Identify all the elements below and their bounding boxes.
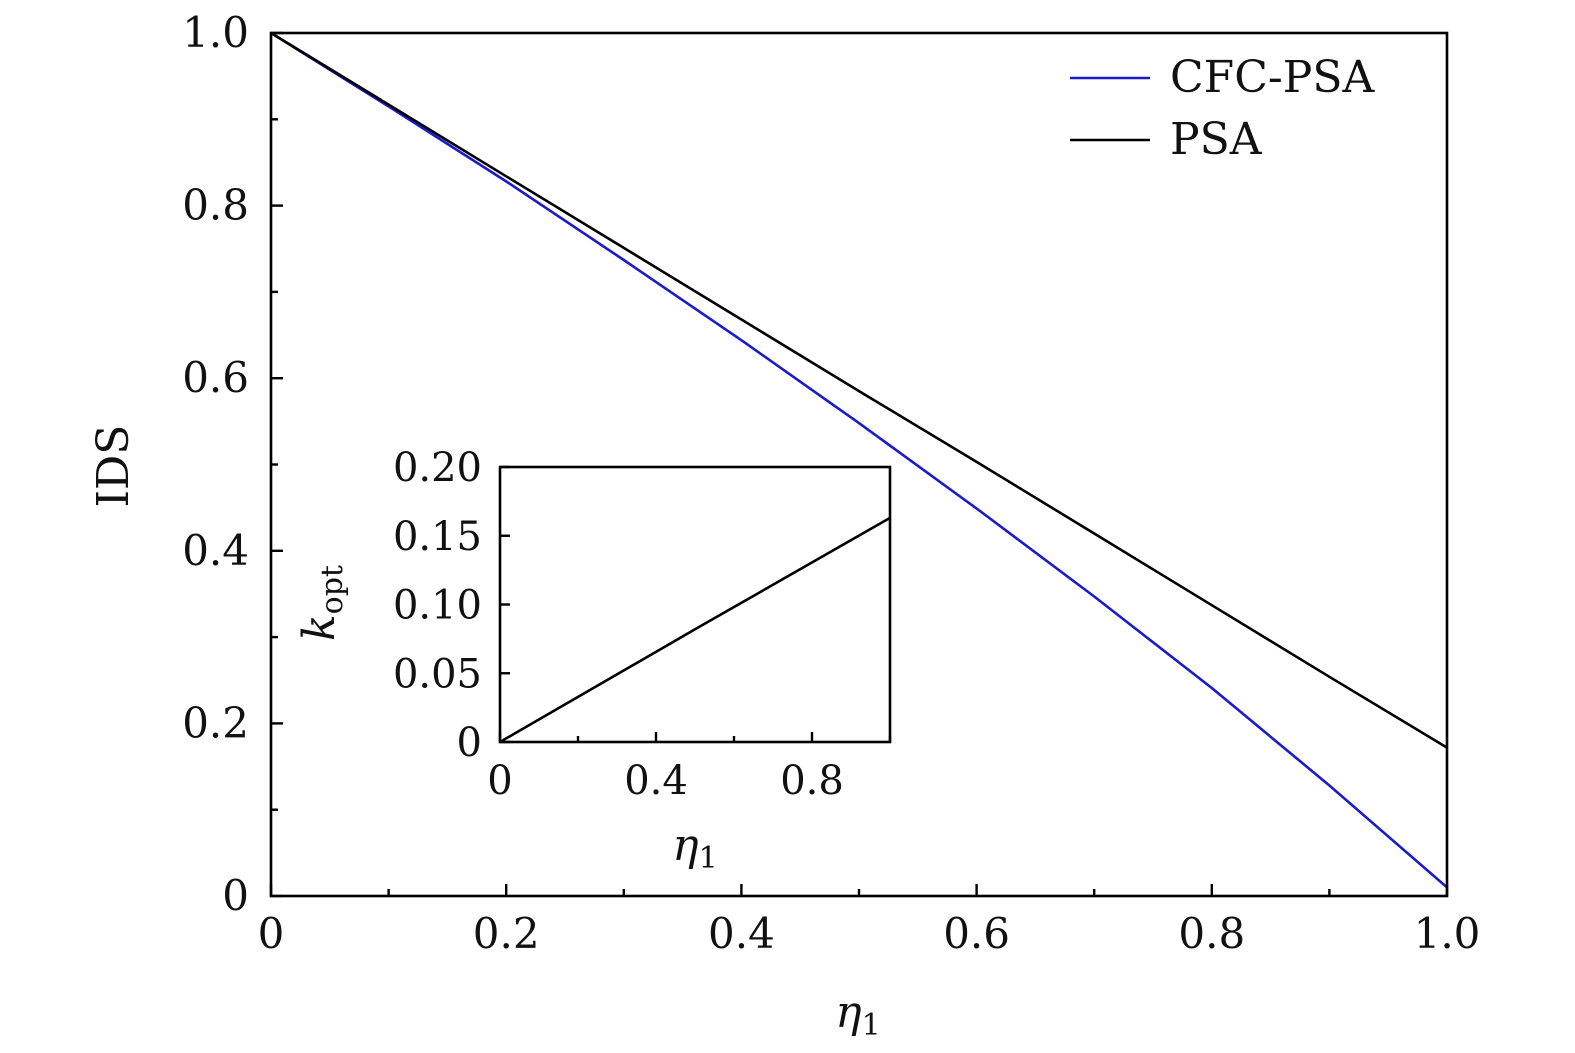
inset-y-tick-label: 0 xyxy=(457,720,482,766)
inset-y-tick-label: 0.05 xyxy=(393,651,482,697)
inset-background xyxy=(500,467,890,742)
main-x-tick-label: 0.2 xyxy=(473,909,540,958)
main-x-tick-label: 0.6 xyxy=(943,909,1010,958)
inset-x-tick-label: 0.8 xyxy=(780,758,844,804)
legend-label-psa: PSA xyxy=(1170,114,1263,165)
main-y-axis-title: IDS xyxy=(88,425,139,508)
main-series-layer xyxy=(270,31,1448,889)
inset-tick-labels-layer: 0 0.4 0.8 0 0.05 0.10 0.15 0.20 xyxy=(393,445,844,804)
main-y-tick-label: 0 xyxy=(222,871,249,920)
main-y-tick-label: 0.4 xyxy=(182,526,249,575)
main-tick-labels-layer: 0 0.2 0.4 0.6 0.8 1.0 0 0.2 0.4 0.6 0.8 1.0 xyxy=(182,8,1480,958)
main-y-tick-label: 0.6 xyxy=(182,353,249,402)
inset-x-axis-title: η1 xyxy=(672,820,717,876)
main-x-tick-label: 1.0 xyxy=(1414,909,1481,958)
main-series-line-psa xyxy=(270,31,1448,749)
main-series-line-cfc-psa xyxy=(270,31,1448,889)
legend-label-cfc-psa: CFC-PSA xyxy=(1170,52,1375,103)
inset-x-tick-label: 0.4 xyxy=(624,758,688,804)
inset-y-tick-label: 0.15 xyxy=(393,514,482,560)
inset-x-tick-label: 0 xyxy=(487,758,512,804)
inset-chart: 0 0.4 0.8 0 0.05 0.10 0.15 0.20 η1 kopt xyxy=(294,445,892,876)
main-ticks-layer xyxy=(269,31,1449,898)
inset-series-layer xyxy=(499,516,891,744)
inset-ticks-layer xyxy=(498,465,892,744)
inset-series-line-k-opt xyxy=(499,516,891,744)
main-y-tick-label: 0.2 xyxy=(182,698,249,747)
main-x-tick-label: 0.8 xyxy=(1178,909,1245,958)
main-x-axis-title: η1 xyxy=(835,987,880,1043)
main-y-tick-label: 0.8 xyxy=(182,181,249,230)
main-x-tick-label: 0.4 xyxy=(708,909,775,958)
main-chart: 0 0.2 0.4 0.6 0.8 1.000.20.40.60.81.0 η1 IDS … xyxy=(88,8,1480,1043)
inset-y-axis-title: kopt xyxy=(294,565,350,641)
main-y-tick-label: 1.0 xyxy=(182,8,249,57)
main-x-tick-label: 0 xyxy=(258,909,285,958)
legend: CFC-PSA PSA xyxy=(1070,52,1375,165)
inset-y-tick-label: 0.10 xyxy=(393,583,482,629)
inset-y-tick-label: 0.20 xyxy=(393,445,482,491)
